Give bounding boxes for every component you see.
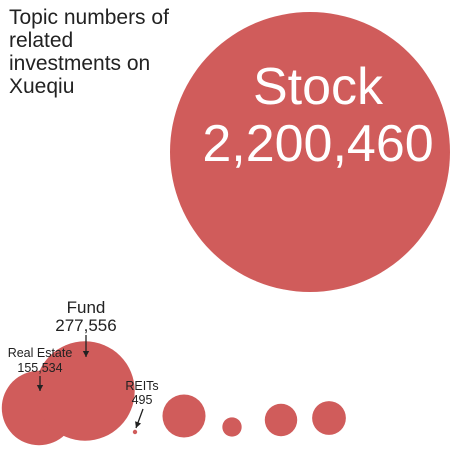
- real-estate-value: 155,534: [17, 361, 62, 375]
- reits-value: 495: [132, 393, 153, 407]
- bubble-reits: [132, 429, 138, 435]
- real-estate-arrow: [36, 376, 44, 391]
- bubble-fund: [35, 341, 135, 441]
- real-estate-label: Real Estate: [8, 346, 73, 360]
- bubble-unlabeled-1: [162, 394, 206, 438]
- bubble-stock: [170, 12, 450, 292]
- stock-value: 2,200,460: [202, 115, 433, 173]
- bubble-unlabeled-4: [312, 401, 346, 435]
- chart-title: Topic numbers of related investments on …: [9, 6, 169, 98]
- stock-label: Stock: [253, 58, 384, 116]
- bubble-unlabeled-3: [264, 403, 298, 437]
- bubble-unlabeled-2: [222, 417, 242, 437]
- reits-label: REITs: [125, 379, 158, 393]
- fund-arrow: [82, 335, 90, 357]
- reits-arrow: [135, 408, 144, 429]
- fund-value: 277,556: [55, 316, 116, 335]
- fund-label: Fund: [67, 298, 106, 317]
